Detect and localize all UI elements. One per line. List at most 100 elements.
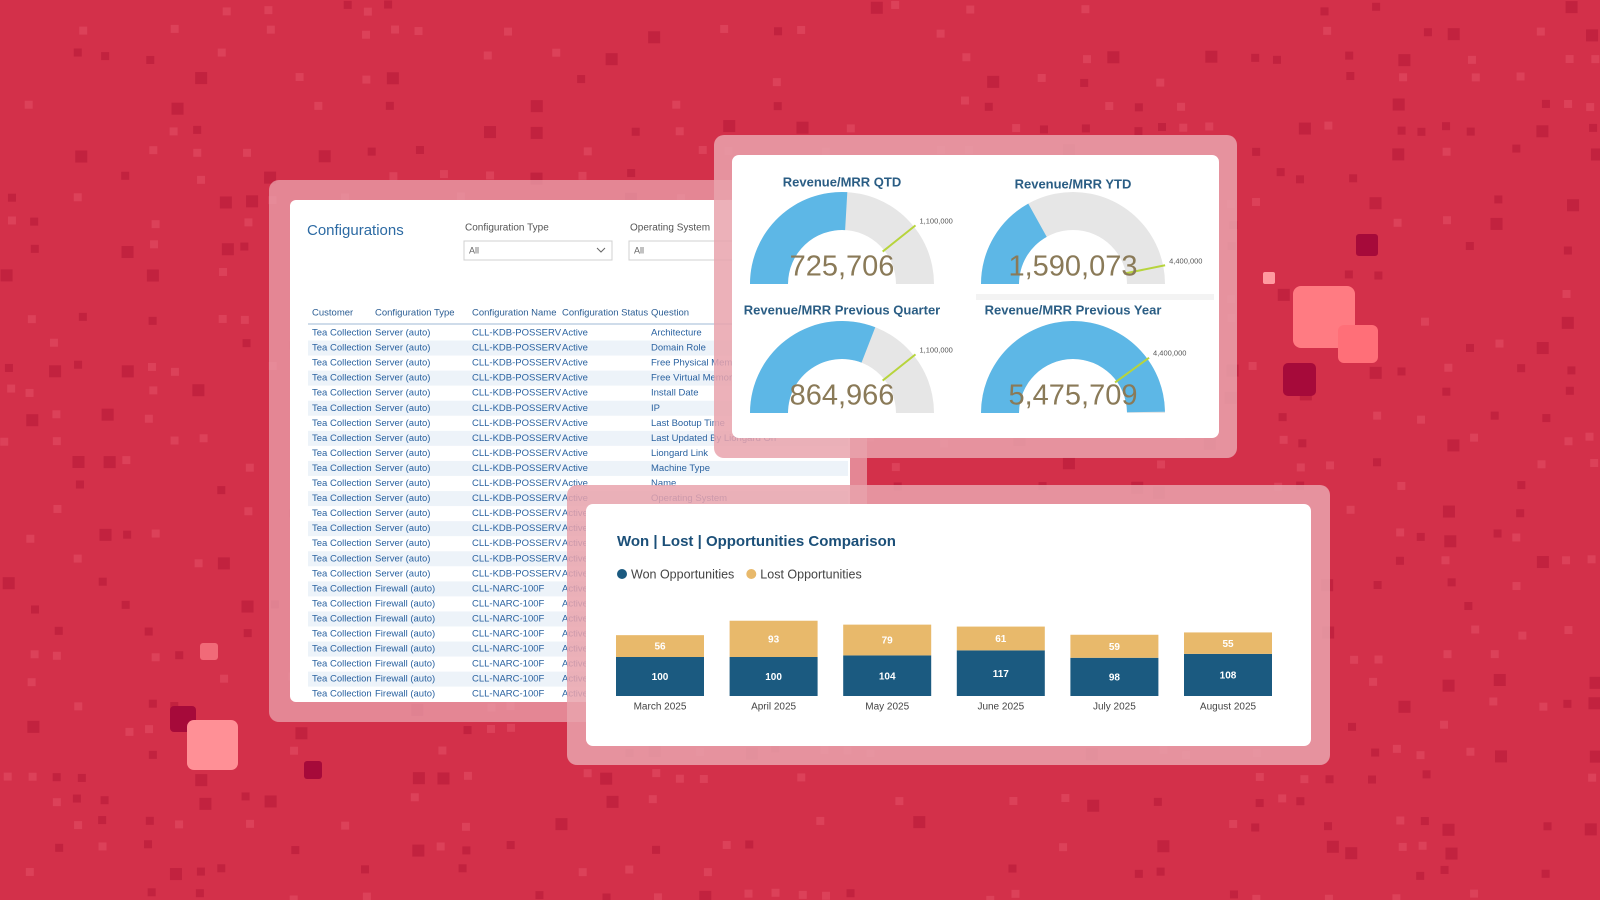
row-band <box>308 340 848 356</box>
decor-dot <box>1470 889 1479 898</box>
decor-dot <box>463 726 472 735</box>
decor-dot <box>1037 73 1046 82</box>
decor-dot <box>631 127 640 136</box>
decor-dot <box>1423 28 1432 37</box>
gauge-target-label: 1,100,000 <box>919 345 952 354</box>
decor-dot <box>245 463 254 472</box>
decor-dot <box>1590 459 1599 468</box>
decor-dot <box>504 27 513 36</box>
decor-dot <box>318 150 331 163</box>
decor-dot <box>720 24 729 33</box>
decor-dot <box>486 171 495 180</box>
table-cell: Active <box>562 433 588 444</box>
table-cell: Active <box>562 343 588 354</box>
table-cell: Tea Collection <box>312 433 372 444</box>
decor-dot <box>385 101 394 110</box>
decor-dot <box>217 48 226 57</box>
decor-dot <box>1440 865 1449 874</box>
table-cell: CLL-KDB-POSSERV <box>472 433 562 444</box>
table-cell: CLL-KDB-POSSERV <box>472 478 562 489</box>
decor-dot <box>222 7 231 16</box>
decor-dot <box>1586 29 1599 42</box>
column-header: Configuration Name <box>472 308 557 319</box>
decor-dot <box>1205 122 1214 131</box>
decor-dot <box>148 316 157 325</box>
decor-dot <box>72 456 85 469</box>
decor-dot <box>891 463 900 472</box>
x-tick-label: April 2025 <box>751 702 796 713</box>
decor-dot <box>1011 889 1020 898</box>
gauge-fill <box>981 203 1047 284</box>
decor-dot <box>1397 126 1406 135</box>
table-cell: Server (auto) <box>375 418 430 429</box>
dropdown[interactable] <box>463 240 613 261</box>
decor-dot <box>242 339 251 348</box>
table-cell: Active <box>562 373 588 384</box>
table-cell: CLL-KDB-POSSERV <box>472 538 562 549</box>
decor-dot <box>1081 124 1090 133</box>
decor-dot <box>314 101 323 110</box>
decor-dot <box>243 629 252 638</box>
decor-dot <box>7 216 16 225</box>
decor-dot <box>1083 55 1092 64</box>
decor-dot <box>391 25 400 34</box>
table-cell: Tea Collection <box>312 328 372 339</box>
decor-dot <box>1326 461 1335 470</box>
decor-dot <box>606 795 619 808</box>
table-cell: CLL-NARC-100F <box>472 629 545 640</box>
data-label: 93 <box>768 635 780 646</box>
gauge-title: Revenue/MRR Previous Year <box>985 302 1162 317</box>
decor-dot <box>439 170 448 179</box>
decor-dot <box>772 78 781 87</box>
decor-dot <box>2 577 15 590</box>
decor-dot <box>1081 5 1090 14</box>
decor-dot <box>1277 288 1290 301</box>
decor-dot <box>1392 744 1401 753</box>
table-cell: Tea Collection <box>312 463 372 474</box>
decor-dot <box>1447 439 1460 452</box>
decor-dot <box>846 124 855 133</box>
decor-dot <box>1567 366 1576 375</box>
decor-dot <box>895 797 904 806</box>
decor-dot <box>1563 699 1572 708</box>
decor-dot <box>121 171 130 180</box>
decor-dot <box>98 577 107 586</box>
bar-segment <box>616 635 704 657</box>
bar-segment <box>729 620 818 657</box>
decor-dot <box>197 175 206 184</box>
decor-dot <box>1326 840 1339 853</box>
decor-dot <box>1563 246 1572 255</box>
bar-segment <box>1184 653 1272 696</box>
decor-dot <box>25 867 34 876</box>
decor-square <box>1283 363 1316 396</box>
decor-dot <box>652 845 661 854</box>
decor-dot <box>389 172 398 181</box>
decor-dot <box>30 217 39 226</box>
decor-dot <box>4 363 13 372</box>
table-cell: Tea Collection <box>312 553 372 564</box>
decor-dot <box>101 408 114 421</box>
decor-dot <box>1345 847 1358 860</box>
table-cell: Firewall (auto) <box>375 629 435 640</box>
table-cell: Tea Collection <box>312 523 372 534</box>
decor-dot <box>1134 869 1143 878</box>
decor-dot <box>1369 366 1382 379</box>
decor-dot <box>241 600 254 613</box>
decor-dot <box>1395 556 1404 565</box>
decor-dot <box>73 193 82 202</box>
bar-segment <box>616 657 704 696</box>
decor-dot <box>648 795 657 804</box>
table-cell: Server (auto) <box>375 343 430 354</box>
decor-dot <box>648 31 661 44</box>
legend-label: Lost Opportunities <box>760 567 861 581</box>
decor-dot <box>27 678 36 687</box>
decor-dot <box>1517 364 1526 373</box>
decor-dot <box>103 456 116 469</box>
decor-dot <box>264 6 273 15</box>
decor-dot <box>1392 894 1401 900</box>
decor-dot <box>146 269 159 282</box>
decor-dot <box>151 220 160 229</box>
decor-dot <box>1371 748 1380 757</box>
decor-dot <box>816 816 825 825</box>
decor-dot <box>1565 55 1574 64</box>
